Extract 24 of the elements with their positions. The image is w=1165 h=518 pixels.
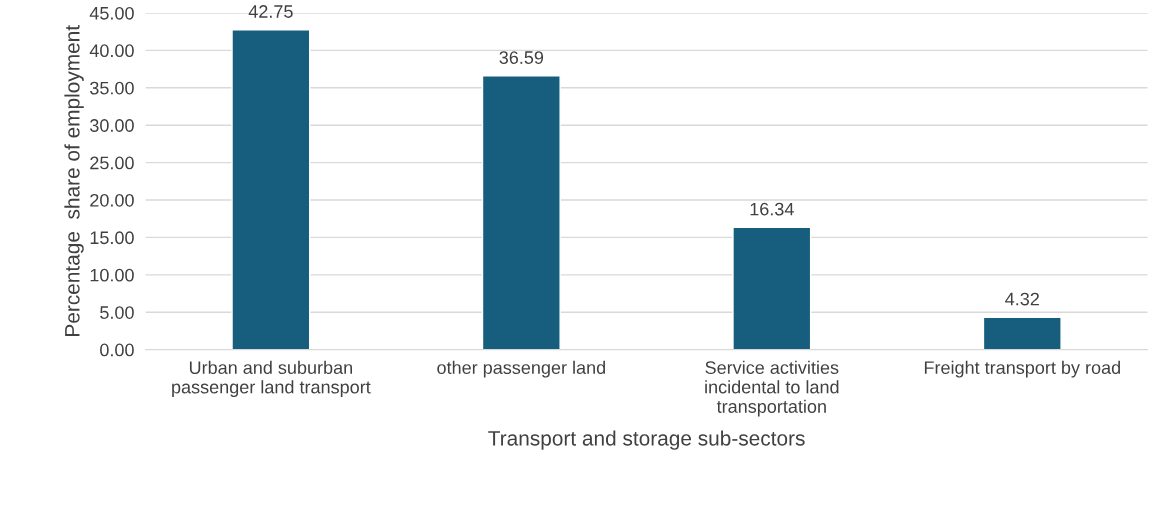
data-label: 42.75 <box>248 5 293 18</box>
y-tick-label: 35.00 <box>90 81 134 95</box>
y-tick-label: 40.00 <box>89 44 134 58</box>
y-tick-label: 30.00 <box>90 119 134 132</box>
data-label: 16.34 <box>750 202 794 216</box>
x-tick-label: Service activities incidental to land transportation <box>705 360 839 417</box>
y-tick-label: 5.00 <box>100 306 134 319</box>
x-tick-label: other passenger land <box>437 360 605 378</box>
bar <box>231 29 311 350</box>
bar <box>481 75 561 350</box>
x-tick-label: Freight transport by road <box>924 360 1120 378</box>
x-tick-label: Urban and suburban passenger land transport <box>172 360 371 398</box>
y-tick-label: 25.00 <box>90 156 134 170</box>
bar <box>982 316 1062 350</box>
y-tick-label: 15.00 <box>90 231 134 245</box>
x-axis-title: Transport and storage sub-sectors <box>488 430 805 450</box>
y-axis-title: Percentage share of employment <box>64 25 84 336</box>
y-tick-label: 10.00 <box>90 268 134 282</box>
bar <box>732 226 812 350</box>
data-label: 36.59 <box>499 51 544 64</box>
y-tick-label: 45.00 <box>89 6 134 20</box>
data-label: 4.32 <box>1005 292 1039 306</box>
y-tick-label: 0.00 <box>100 343 134 357</box>
y-tick-label: 20.00 <box>90 193 134 207</box>
